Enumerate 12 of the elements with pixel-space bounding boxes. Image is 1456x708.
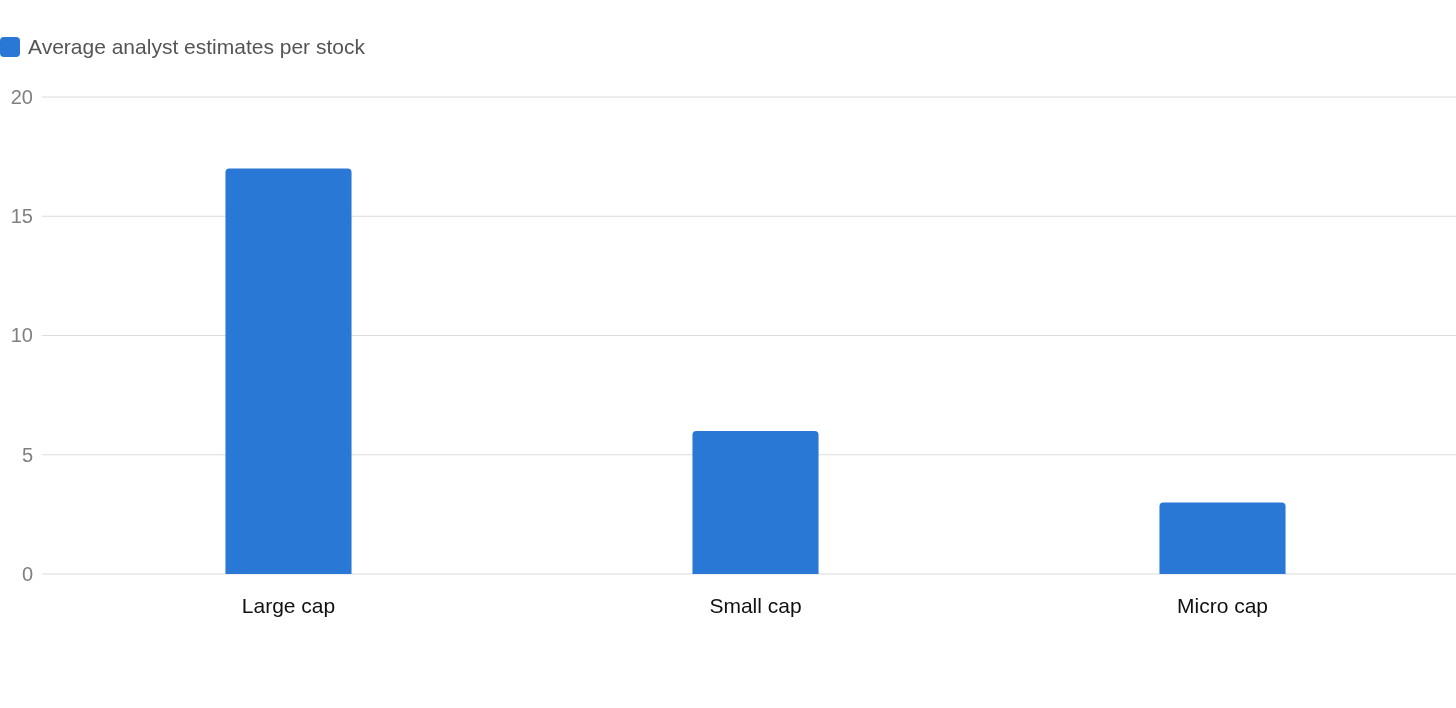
bar (225, 168, 352, 574)
legend-label: Average analyst estimates per stock (28, 35, 366, 58)
x-tick-label: Large cap (241, 593, 336, 617)
y-tick-label: 10 (10, 324, 33, 347)
bar (692, 430, 819, 574)
y-tick-label: 20 (10, 85, 33, 108)
x-tick-label: Small cap (709, 593, 802, 617)
y-tick-label: 5 (21, 443, 33, 466)
bar (1159, 502, 1286, 574)
x-tick-label: Micro cap (1176, 593, 1269, 617)
y-tick-label: 15 (10, 205, 33, 228)
y-tick-label: 0 (21, 562, 33, 585)
